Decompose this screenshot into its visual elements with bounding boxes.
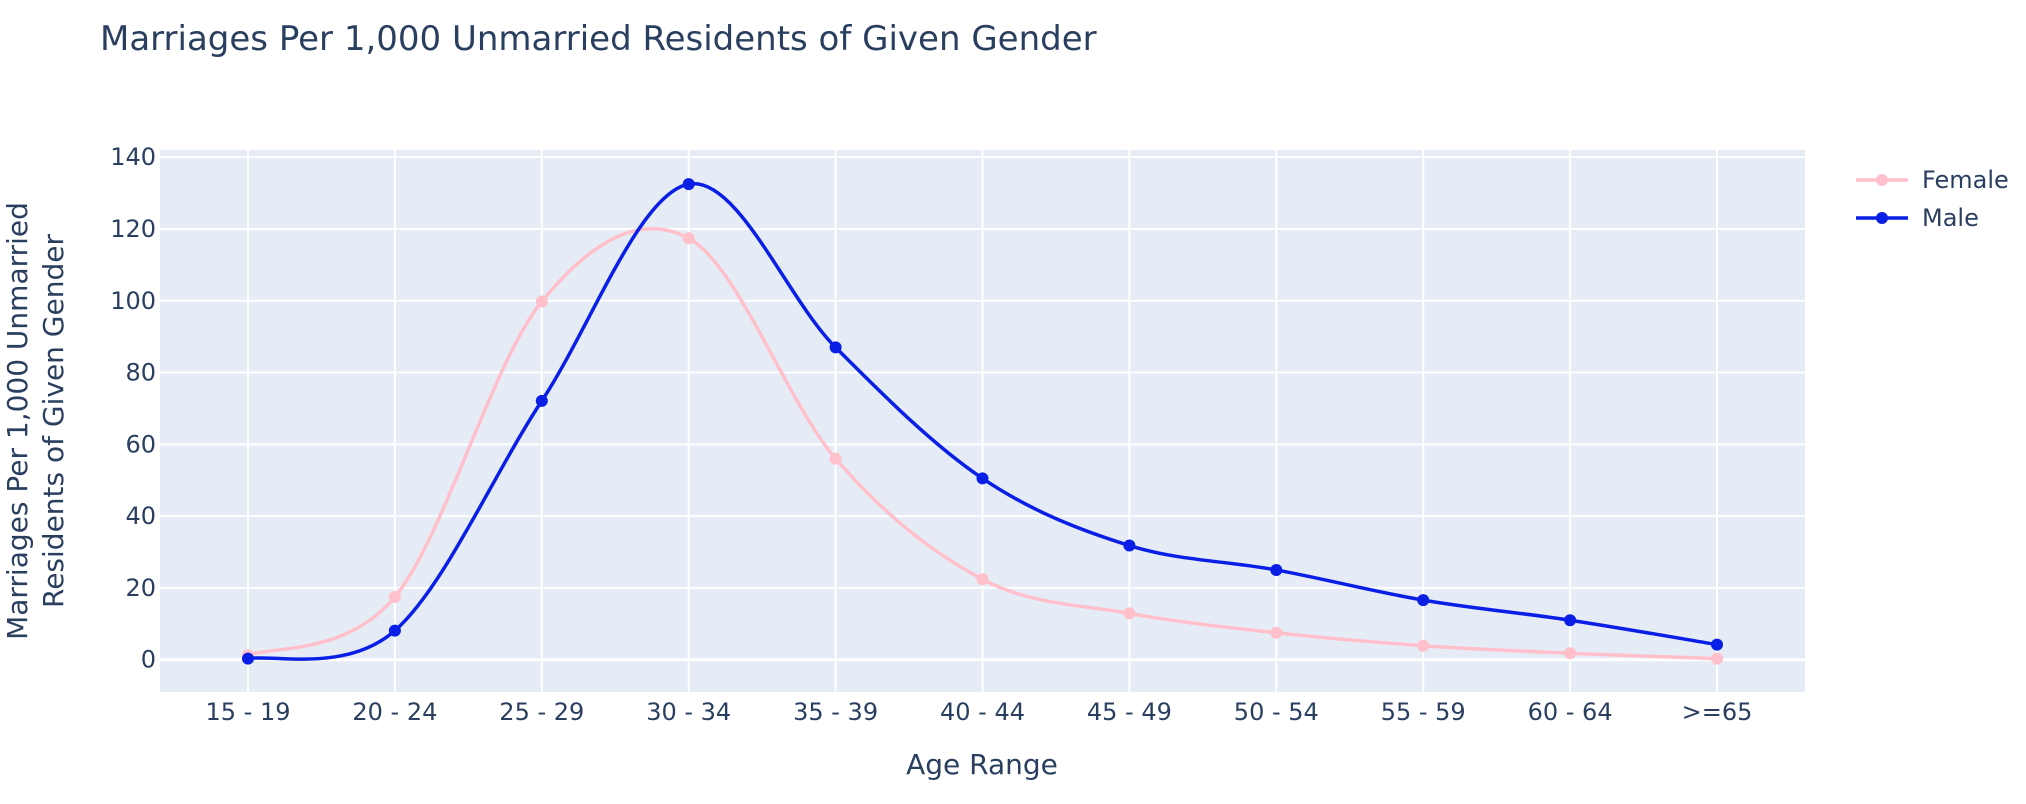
x-axis-title: Age Range [906,748,1058,781]
y-tick-label: 20 [125,574,156,602]
male-data-point[interactable] [535,394,548,407]
female-data-point[interactable] [388,590,401,603]
legend-label: Female [1922,166,2009,194]
x-tick-label: 20 - 24 [352,698,437,726]
y-axis-title-line-1: Marriages Per 1,000 Unmarried [1,202,34,640]
male-data-point[interactable] [1711,638,1723,651]
y-axis-title-line-2: Residents of Given Gender [37,234,70,608]
female-data-point[interactable] [829,452,842,465]
male-data-point[interactable] [1417,594,1430,607]
series-male [242,178,1723,665]
male-data-point[interactable] [976,472,989,485]
legend-item-male[interactable]: Male [1856,204,1979,232]
y-tick-label: 0 [141,646,156,674]
x-axis-ticks: 15 - 19 20 - 24 25 - 29 30 - 34 35 - 39 40 - … [206,698,1753,726]
male-data-point[interactable] [1270,563,1283,576]
female-data-point[interactable] [1711,652,1723,665]
y-tick-label: 60 [125,430,156,458]
y-tick-label: 120 [110,215,156,243]
y-tick-label: 80 [125,359,156,387]
male-data-point[interactable] [1123,539,1136,552]
male-data-point[interactable] [682,178,695,191]
x-tick-label: 45 - 49 [1087,698,1172,726]
female-data-point[interactable] [1123,607,1136,620]
male-data-point[interactable] [829,341,842,354]
female-data-point[interactable] [1564,647,1577,660]
male-data-point[interactable] [388,624,401,637]
male-data-point[interactable] [1564,614,1577,627]
legend-marker [1876,212,1888,224]
x-tick-label: 60 - 64 [1528,698,1613,726]
male-data-point[interactable] [242,652,254,665]
x-tick-label: 25 - 29 [499,698,584,726]
grid-lines [160,150,1805,692]
y-axis-ticks: 0 20 40 60 80 100 120 140 [110,143,156,674]
y-tick-label: 100 [110,287,156,315]
female-data-point[interactable] [682,232,695,245]
legend[interactable]: Female Male [1856,166,2009,232]
female-data-point[interactable] [1270,626,1283,639]
x-tick-label: 35 - 39 [793,698,878,726]
series-layer [242,178,1723,665]
x-tick-label: 15 - 19 [206,698,291,726]
x-tick-label: 30 - 34 [646,698,731,726]
legend-label: Male [1922,204,1979,232]
chart-title: Marriages Per 1,000 Unmarried Residents … [100,19,1097,59]
x-tick-label: 50 - 54 [1234,698,1319,726]
y-tick-label: 40 [125,502,156,530]
female-data-point[interactable] [1417,639,1430,652]
female-data-point[interactable] [976,573,989,586]
y-tick-label: 140 [110,143,156,171]
y-axis-title: Marriages Per 1,000 Unmarried Residents … [1,202,70,640]
female-line [247,227,1718,661]
x-tick-label: 55 - 59 [1381,698,1466,726]
female-data-point[interactable] [535,295,548,308]
male-line [247,182,1718,661]
x-tick-label: >=65 [1682,698,1753,726]
legend-marker [1876,174,1888,186]
legend-item-female[interactable]: Female [1856,166,2009,194]
x-tick-label: 40 - 44 [940,698,1025,726]
